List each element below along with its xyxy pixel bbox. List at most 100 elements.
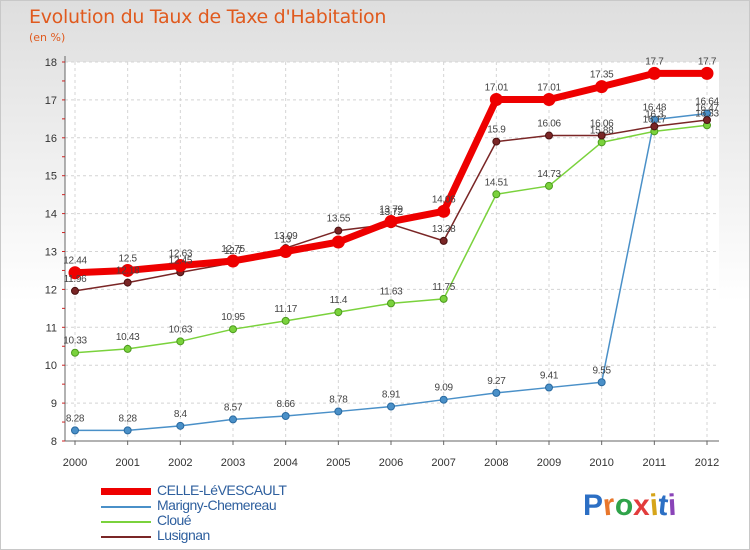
data-label: 15.9 [487,125,506,136]
data-label: 11.4 [330,295,348,306]
data-label: 11.17 [274,304,298,315]
data-point [439,395,448,404]
data-point [703,115,711,124]
data-point [650,122,659,131]
data-label: 13 [280,235,291,246]
y-tick-label: 14 [45,209,57,221]
data-label: 10.95 [221,312,245,323]
y-tick-label: 9 [51,398,57,410]
data-point [334,226,343,235]
legend-item: Cloué [101,512,361,529]
data-label: 14.06 [432,194,456,205]
data-point [384,215,398,229]
legend-label: Lusignan [157,527,210,543]
data-point [123,344,132,353]
data-label: 17.01 [485,83,509,94]
data-point [437,204,451,218]
data-point [334,308,343,317]
data-point [545,181,553,190]
data-label: 8.4 [174,409,188,420]
data-label: 16.3 [645,109,664,120]
data-point [597,378,606,387]
legend-swatch [101,488,151,495]
x-tick-label: 2001 [115,457,139,469]
legend-label: CELLE-LéVESCAULT [157,482,287,498]
legend-swatch [101,506,151,508]
legend-item: Lusignan [101,527,361,544]
data-label: 12.7 [224,246,243,257]
data-point [229,415,237,424]
legend-swatch [101,521,151,523]
data-label: 8.57 [224,402,243,413]
data-label: 12.5 [119,253,138,264]
data-point [334,407,343,416]
data-label: 8.66 [277,399,296,410]
data-label: 12.44 [63,256,87,267]
data-label: 16.33 [695,108,719,119]
data-point [71,286,79,295]
data-label: 9.55 [593,365,612,376]
data-point [123,278,132,287]
data-point [387,299,395,308]
data-label: 12.75 [221,244,245,255]
logo-letter: i [667,488,678,523]
chart-title: Evolution du Taux de Taxe d'Habitation [29,6,387,28]
data-point [71,348,79,357]
data-point [68,266,82,280]
data-point [647,66,661,80]
logo-letter: P [583,489,604,522]
data-point [226,254,240,268]
y-tick-label: 11 [46,322,57,334]
proxiti-logo: Proxiti [583,488,678,523]
data-label: 9.27 [487,376,506,387]
data-point [281,411,290,420]
data-point [279,245,293,258]
data-label: 17.7 [698,56,717,67]
data-label: 13.28 [432,224,456,235]
data-label: 13.72 [379,207,403,218]
x-tick-label: 2009 [537,457,561,469]
y-tick-label: 12 [45,284,57,296]
data-point [597,138,606,147]
data-label: 11.96 [64,274,88,285]
data-label: 10.63 [169,324,193,335]
legend: CELLE-LéVESCAULT Marigny-Chemereau Cloué… [101,482,361,544]
data-label: 12.18 [116,266,140,277]
data-label: 17.01 [537,83,561,94]
data-label: 14.73 [537,169,561,180]
x-tick-label: 2010 [589,457,613,469]
data-label: 16.06 [590,119,614,130]
data-point [597,131,606,140]
data-label: 9.09 [435,383,454,394]
x-tick-label: 2008 [484,457,508,469]
x-tick-label: 2002 [168,457,192,469]
legend-item: CELLE-LéVESCAULT [101,482,361,499]
data-point [542,93,556,107]
y-tick-label: 13 [45,247,57,259]
data-point [492,388,501,397]
data-label: 11.75 [432,282,456,293]
data-label: 8.28 [66,413,85,424]
x-tick-label: 2000 [63,457,87,469]
data-point [281,316,290,325]
data-point [492,190,501,199]
data-point [545,131,553,140]
y-tick-label: 17 [45,95,57,107]
data-label: 13.09 [274,231,298,242]
y-tick-label: 16 [45,133,57,145]
data-label: 12.63 [169,249,193,260]
x-tick-label: 2011 [643,457,667,469]
data-point [439,294,448,303]
data-point [492,137,501,146]
data-point [387,402,395,411]
y-tick-label: 10 [45,360,57,372]
x-tick-label: 2006 [379,457,403,469]
data-label: 11.63 [380,286,404,297]
y-tick-label: 8 [51,436,57,448]
data-point [173,259,187,273]
data-point [176,337,185,346]
data-point [439,236,448,245]
data-label: 15.88 [590,125,614,136]
